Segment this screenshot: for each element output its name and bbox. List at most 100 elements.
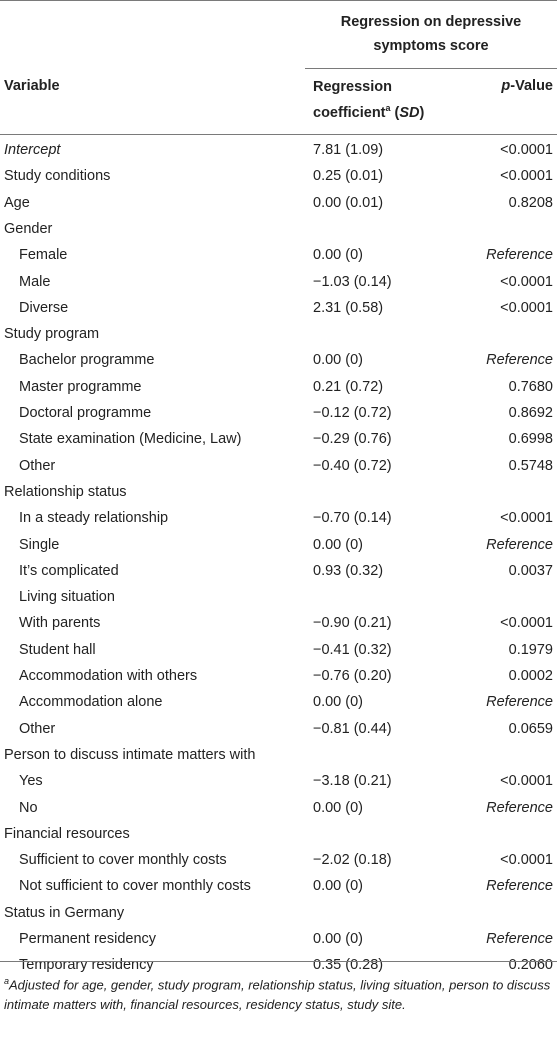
row-variable-label: Bachelor programme xyxy=(19,352,155,369)
table-row: Master programme 0.21 (0.72) 0.7680 xyxy=(0,375,557,401)
row-p-value: <0.0001 xyxy=(500,273,553,290)
row-p-value: 0.8208 xyxy=(508,194,553,211)
column-group-header-line2: symptoms score xyxy=(373,38,489,54)
row-p-value: Reference xyxy=(486,352,553,369)
row-variable-label: Living situation xyxy=(19,589,115,606)
row-p-value: <0.0001 xyxy=(500,852,553,869)
row-p-value: 0.0659 xyxy=(508,720,553,737)
row-variable-label: Intercept xyxy=(4,142,61,158)
pvalue-column-header: p-Value xyxy=(501,77,553,95)
row-p-value: 0.1979 xyxy=(508,641,553,658)
table-row: Female 0.00 (0) Reference xyxy=(0,243,557,269)
row-p-value: Reference xyxy=(486,799,553,816)
row-variable-label: In a steady relationship xyxy=(19,510,169,527)
table-row: State examination (Medicine, Law) −0.29 (… xyxy=(0,427,557,453)
row-coefficient: 0.00 (0) xyxy=(313,247,363,264)
table-row: Study program xyxy=(0,322,557,348)
row-variable-label: Student hall xyxy=(19,641,96,658)
row-variable-label: With parents xyxy=(19,615,101,632)
row-coefficient: 0.00 (0) xyxy=(313,799,363,816)
table-row: Relationship status xyxy=(0,480,557,506)
row-variable-label: Doctoral programme xyxy=(19,405,152,421)
row-variable-label: Not sufficient to cover monthly costs xyxy=(19,878,251,895)
row-p-value: <0.0001 xyxy=(500,299,553,316)
row-coefficient: −2.02 (0.18) xyxy=(313,852,392,869)
row-coefficient: −0.40 (0.72) xyxy=(313,457,392,474)
row-coefficient: −1.03 (0.14) xyxy=(313,273,392,290)
row-coefficient: −0.70 (0.14) xyxy=(313,510,392,527)
row-variable-label: It’s complicated xyxy=(19,562,119,579)
table-row: Person to discuss intimate matters with xyxy=(0,743,557,769)
table-row: Not sufficient to cover monthly costs 0.0… xyxy=(0,874,557,900)
table-row: Accommodation with others −0.76 (0.20) 0.0… xyxy=(0,664,557,690)
row-coefficient: 0.25 (0.01) xyxy=(313,168,384,185)
row-variable-label: State examination (Medicine, Law) xyxy=(19,431,242,448)
row-variable-label: Yes xyxy=(19,773,43,790)
table-row: Sufficient to cover monthly costs −2.02 (… xyxy=(0,848,557,874)
coef-header-paren-open: ( xyxy=(390,104,400,121)
table-row: Permanent residency 0.00 (0) Reference xyxy=(0,927,557,953)
row-p-value: Reference xyxy=(486,931,553,947)
row-variable-label: Single xyxy=(19,536,60,553)
pvalue-header-rest: -Value xyxy=(510,78,553,94)
variable-column-header: Variable xyxy=(4,78,60,94)
table-row: With parents −0.90 (0.21) <0.0001 xyxy=(0,611,557,637)
row-p-value: Reference xyxy=(486,878,553,895)
row-variable-label: Diverse xyxy=(19,299,69,316)
row-coefficient: −0.41 (0.32) xyxy=(313,641,392,658)
row-coefficient: −3.18 (0.21) xyxy=(313,773,392,790)
column-group-header-line1: Regression on depressive xyxy=(340,14,522,30)
row-coefficient: −0.12 (0.72) xyxy=(313,405,392,421)
row-p-value: <0.0001 xyxy=(500,168,553,185)
row-coefficient: 0.21 (0.72) xyxy=(313,378,384,395)
row-variable-label: Other xyxy=(19,457,56,474)
row-coefficient: −0.76 (0.20) xyxy=(313,668,392,684)
row-variable-label: Sufficient to cover monthly costs xyxy=(19,852,227,869)
row-group-label: Study program xyxy=(4,326,100,343)
table-row: Other −0.40 (0.72) 0.5748 xyxy=(0,454,557,480)
row-variable-label: No xyxy=(19,799,38,816)
row-variable-label: Accommodation with others xyxy=(19,668,198,684)
table-top-rule xyxy=(0,0,557,1)
table-row: Accommodation alone 0.00 (0) Reference xyxy=(0,690,557,716)
row-variable-label: Other xyxy=(19,720,56,737)
table-row: Other −0.81 (0.44) 0.0659 xyxy=(0,717,557,743)
header-bottom-rule xyxy=(0,134,557,135)
footnote-text: Adjusted for age, gender, study program,… xyxy=(4,977,551,1013)
row-p-value: <0.0001 xyxy=(500,615,553,632)
table-row: Male −1.03 (0.14) <0.0001 xyxy=(0,270,557,296)
row-group-label: Gender xyxy=(4,220,53,237)
coefficient-column-header: Regression coefficienta (SD) xyxy=(313,77,424,124)
row-group-label: Status in Germany xyxy=(4,904,125,921)
table-row: Age 0.00 (0.01) 0.8208 xyxy=(0,191,557,217)
table-row: It’s complicated 0.93 (0.32) 0.0037 xyxy=(0,559,557,585)
row-p-value: 0.0002 xyxy=(508,668,553,684)
row-group-label: Financial resources xyxy=(4,825,130,842)
row-p-value: Reference xyxy=(486,694,553,711)
row-group-label: Person to discuss intimate matters with xyxy=(4,746,256,763)
pvalue-header-p: p xyxy=(501,78,511,94)
row-coefficient: 0.00 (0.01) xyxy=(313,194,384,211)
row-p-value: 0.8692 xyxy=(508,405,553,421)
table-row: In a steady relationship −0.70 (0.14) <0.0… xyxy=(0,506,557,532)
table-bottom-rule xyxy=(0,961,557,962)
row-p-value: Reference xyxy=(486,536,553,553)
table-row: Yes −3.18 (0.21) <0.0001 xyxy=(0,769,557,795)
column-group-header: Regression on depressive symptoms score xyxy=(305,13,557,55)
table-row: Financial resources xyxy=(0,822,557,848)
row-p-value: 0.0037 xyxy=(508,562,553,579)
table-row: Intercept 7.81 (1.09) <0.0001 xyxy=(0,138,557,164)
row-p-value: <0.0001 xyxy=(500,773,553,790)
row-coefficient: −0.81 (0.44) xyxy=(313,720,392,737)
row-coefficient: 0.00 (0) xyxy=(313,931,363,947)
table-row: Student hall −0.41 (0.32) 0.1979 xyxy=(0,638,557,664)
table-row: Bachelor programme 0.00 (0) Reference xyxy=(0,348,557,374)
row-variable-label: Accommodation alone xyxy=(19,694,163,711)
coef-header-paren-close: ) xyxy=(419,104,425,121)
row-coefficient: 0.00 (0) xyxy=(313,352,363,369)
row-p-value: 0.5748 xyxy=(508,457,553,474)
row-coefficient: −0.29 (0.76) xyxy=(313,431,392,448)
row-variable-label: Master programme xyxy=(19,378,142,395)
row-p-value: <0.0001 xyxy=(500,510,553,527)
